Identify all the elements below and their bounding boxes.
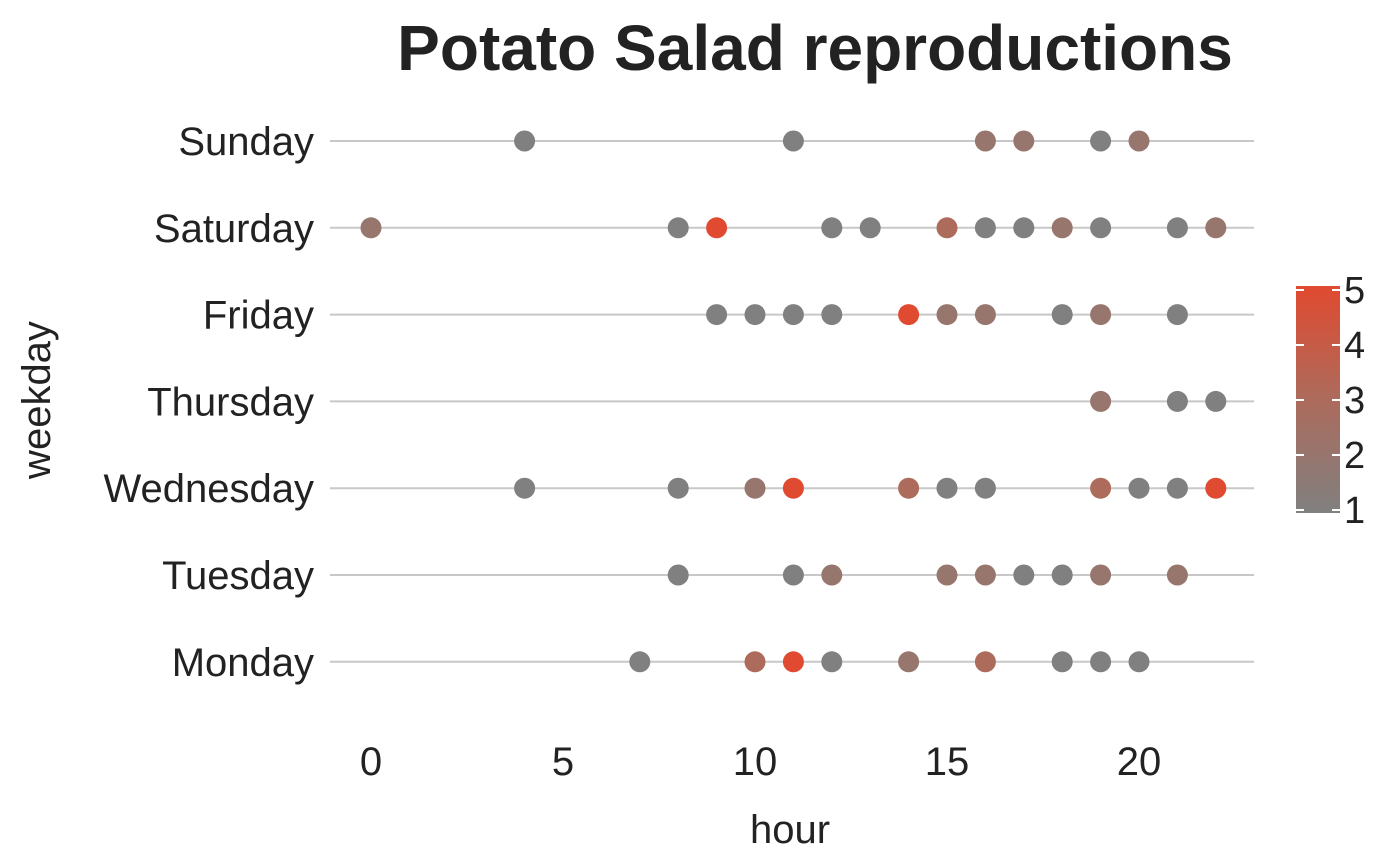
data-point <box>1090 390 1112 412</box>
x-tick-label: 20 <box>1117 740 1162 784</box>
x-tick-label: 0 <box>360 740 382 784</box>
data-point <box>974 217 996 239</box>
y-tick-label: Thursday <box>147 380 314 424</box>
data-point <box>514 477 536 499</box>
data-point <box>1166 564 1188 586</box>
data-point <box>1013 564 1035 586</box>
data-point <box>782 304 804 326</box>
legend-tick-labels: 1 2 3 4 5 <box>1296 270 1365 532</box>
y-tick-label: Wednesday <box>103 467 314 511</box>
legend-tick-label: 2 <box>1344 435 1365 477</box>
data-point <box>667 477 689 499</box>
y-tick-label: Sunday <box>178 120 314 164</box>
data-point <box>782 477 804 499</box>
data-point <box>1128 477 1150 499</box>
data-point <box>360 217 382 239</box>
data-point <box>974 304 996 326</box>
data-point <box>1128 651 1150 673</box>
data-point <box>1090 651 1112 673</box>
data-point <box>821 651 843 673</box>
data-point <box>782 564 804 586</box>
data-point <box>629 651 651 673</box>
data-point <box>1205 390 1227 412</box>
data-point <box>821 564 843 586</box>
y-tick-label: Friday <box>203 294 314 338</box>
data-point <box>974 477 996 499</box>
data-point <box>821 304 843 326</box>
data-point <box>1013 130 1035 152</box>
y-axis-title: weekday <box>15 321 59 480</box>
y-tick-label: Tuesday <box>162 554 314 598</box>
chart-title: Potato Salad reproductions <box>397 12 1233 84</box>
data-point <box>1166 217 1188 239</box>
legend-tick-label: 4 <box>1344 325 1365 367</box>
data-point <box>782 130 804 152</box>
data-point <box>1205 477 1227 499</box>
x-axis-title: hour <box>750 808 830 852</box>
data-point <box>1128 130 1150 152</box>
data-point <box>1090 217 1112 239</box>
data-point <box>1090 564 1112 586</box>
data-point <box>782 651 804 673</box>
x-tick-label: 10 <box>733 740 778 784</box>
data-point <box>1090 130 1112 152</box>
legend-tick-label: 1 <box>1344 490 1365 532</box>
data-point <box>514 130 536 152</box>
x-tick-label: 5 <box>552 740 574 784</box>
data-point <box>667 217 689 239</box>
data-point <box>821 217 843 239</box>
data-point <box>1166 304 1188 326</box>
data-point <box>1051 217 1073 239</box>
data-point <box>706 304 728 326</box>
legend-tick-label: 5 <box>1344 270 1365 312</box>
data-point <box>936 304 958 326</box>
data-point <box>744 651 766 673</box>
data-point <box>667 564 689 586</box>
data-point <box>936 564 958 586</box>
data-point <box>706 217 728 239</box>
y-axis-tick-labels: Sunday Saturday Friday Thursday Wednesday Tue… <box>103 120 314 685</box>
x-axis-tick-labels: 0 5 10 15 20 <box>360 740 1161 784</box>
data-point <box>974 651 996 673</box>
data-point <box>974 130 996 152</box>
data-point <box>859 217 881 239</box>
data-point <box>898 651 920 673</box>
x-tick-label: 15 <box>925 740 970 784</box>
data-points <box>360 130 1227 673</box>
y-tick-label: Monday <box>172 641 314 685</box>
data-point <box>936 217 958 239</box>
data-point <box>974 564 996 586</box>
data-point <box>1051 304 1073 326</box>
legend-tick-label: 3 <box>1344 380 1365 422</box>
data-point <box>1013 217 1035 239</box>
data-point <box>1051 651 1073 673</box>
data-point <box>1051 564 1073 586</box>
data-point <box>1205 217 1227 239</box>
data-point <box>1166 390 1188 412</box>
data-point <box>744 477 766 499</box>
data-point <box>1090 304 1112 326</box>
y-tick-label: Saturday <box>154 207 314 251</box>
data-point <box>1090 477 1112 499</box>
data-point <box>744 304 766 326</box>
data-point <box>936 477 958 499</box>
data-point <box>898 304 920 326</box>
data-point <box>898 477 920 499</box>
color-legend: 1 2 3 4 5 <box>1296 270 1365 532</box>
data-point <box>1166 477 1188 499</box>
